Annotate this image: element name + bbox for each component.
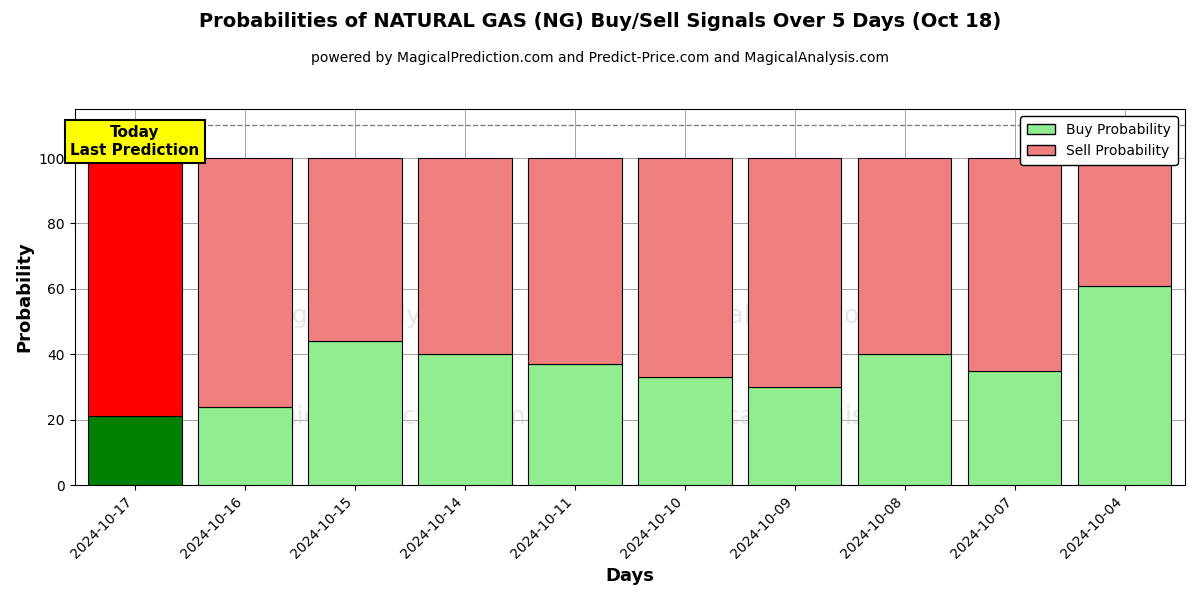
Y-axis label: Probability: Probability bbox=[16, 242, 34, 352]
Bar bbox=[528, 158, 622, 364]
Bar bbox=[858, 158, 952, 355]
Legend: Buy Probability, Sell Probability: Buy Probability, Sell Probability bbox=[1020, 116, 1178, 165]
Bar bbox=[198, 407, 292, 485]
Bar bbox=[748, 158, 841, 387]
Bar bbox=[308, 158, 402, 341]
Text: MagicalAnalysis.com: MagicalAnalysis.com bbox=[256, 304, 516, 328]
Bar bbox=[638, 377, 732, 485]
Text: MagicalPrediction.com: MagicalPrediction.com bbox=[655, 304, 937, 328]
Bar bbox=[858, 355, 952, 485]
Bar bbox=[198, 158, 292, 407]
Text: powered by MagicalPrediction.com and Predict-Price.com and MagicalAnalysis.com: powered by MagicalPrediction.com and Pre… bbox=[311, 51, 889, 65]
Text: Probabilities of NATURAL GAS (NG) Buy/Sell Signals Over 5 Days (Oct 18): Probabilities of NATURAL GAS (NG) Buy/Se… bbox=[199, 12, 1001, 31]
Text: Today
Last Prediction: Today Last Prediction bbox=[71, 125, 199, 158]
Bar bbox=[748, 387, 841, 485]
Bar bbox=[89, 158, 182, 416]
Bar bbox=[308, 341, 402, 485]
Bar bbox=[528, 364, 622, 485]
Text: MagicalPrediction.com: MagicalPrediction.com bbox=[245, 406, 527, 430]
Text: MagicalAnalysis.com: MagicalAnalysis.com bbox=[666, 406, 926, 430]
Bar bbox=[1078, 286, 1171, 485]
X-axis label: Days: Days bbox=[605, 567, 654, 585]
Bar bbox=[1078, 158, 1171, 286]
Bar bbox=[638, 158, 732, 377]
Bar bbox=[419, 355, 511, 485]
Bar bbox=[968, 158, 1061, 371]
Bar bbox=[968, 371, 1061, 485]
Bar bbox=[419, 158, 511, 355]
Bar bbox=[89, 416, 182, 485]
